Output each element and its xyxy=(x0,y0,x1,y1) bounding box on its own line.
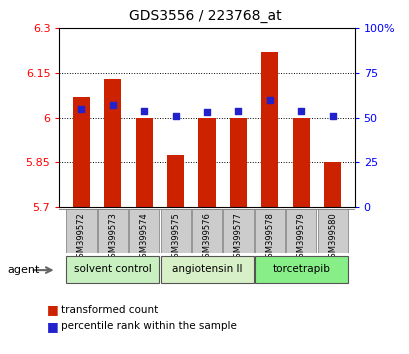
Bar xyxy=(223,209,253,253)
Point xyxy=(235,108,241,113)
Text: GSM399575: GSM399575 xyxy=(171,212,180,263)
Text: ■: ■ xyxy=(47,303,59,316)
Text: GSM399578: GSM399578 xyxy=(265,212,274,263)
Text: angiotensin II: angiotensin II xyxy=(171,264,242,274)
Bar xyxy=(285,209,316,253)
Text: ■: ■ xyxy=(47,320,59,333)
Text: GSM399572: GSM399572 xyxy=(77,212,86,263)
Bar xyxy=(97,209,128,253)
Text: torcetrapib: torcetrapib xyxy=(272,264,329,274)
Point xyxy=(172,113,178,119)
Point xyxy=(78,106,85,112)
Point xyxy=(203,109,210,115)
Text: GSM399574: GSM399574 xyxy=(139,212,148,263)
Bar xyxy=(66,209,96,253)
Bar xyxy=(135,118,153,207)
Point xyxy=(141,108,147,113)
Text: agent: agent xyxy=(7,265,40,275)
Bar xyxy=(166,155,184,207)
Text: GDS3556 / 223768_at: GDS3556 / 223768_at xyxy=(128,9,281,23)
Bar xyxy=(160,256,253,284)
Bar xyxy=(229,118,247,207)
Text: GSM399573: GSM399573 xyxy=(108,212,117,263)
Bar xyxy=(323,162,340,207)
Bar xyxy=(292,118,309,207)
Text: GSM399579: GSM399579 xyxy=(296,212,305,263)
Bar xyxy=(198,118,215,207)
Bar xyxy=(254,209,284,253)
Bar xyxy=(73,97,90,207)
Text: transformed count: transformed count xyxy=(61,305,158,315)
Point xyxy=(266,97,272,103)
Bar xyxy=(254,256,347,284)
Point xyxy=(109,102,116,108)
Text: GSM399576: GSM399576 xyxy=(202,212,211,263)
Point xyxy=(297,108,304,113)
Bar xyxy=(66,256,159,284)
Text: solvent control: solvent control xyxy=(74,264,151,274)
Bar xyxy=(191,209,222,253)
Point xyxy=(328,113,335,119)
Bar xyxy=(261,52,278,207)
Bar xyxy=(317,209,347,253)
Bar xyxy=(160,209,190,253)
Bar xyxy=(104,79,121,207)
Text: GSM399580: GSM399580 xyxy=(327,212,336,263)
Text: GSM399577: GSM399577 xyxy=(234,212,243,263)
Text: percentile rank within the sample: percentile rank within the sample xyxy=(61,321,237,331)
Bar xyxy=(129,209,159,253)
